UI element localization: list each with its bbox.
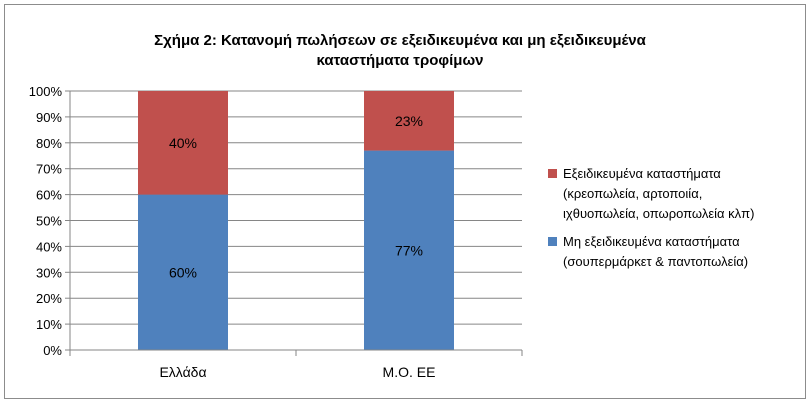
data-label: 60% — [169, 264, 197, 280]
bars: 60% 40% 77% 23% — [138, 91, 454, 350]
y-tick-label: 80% — [36, 136, 62, 151]
data-label: 23% — [395, 113, 423, 129]
legend: Εξειδικευμένα καταστήματα (κρεοπωλεία, αρ… — [548, 166, 754, 269]
y-tick-label: 30% — [36, 265, 62, 280]
y-tick-label: 70% — [36, 162, 62, 177]
bar-segment — [138, 91, 228, 195]
y-tick-label: 20% — [36, 291, 62, 306]
axes: 0% 10% 20% 30% 40% 50% 60% 70% 80% 90% 100% Ελλάδα Μ… — [29, 84, 523, 380]
y-tick-label: 40% — [36, 239, 62, 254]
legend-entry-text: (κρεοπωλεία, αρτοποιία, — [563, 186, 702, 201]
x-category-label: Μ.Ο. ΕΕ — [383, 364, 436, 380]
bar-segment — [364, 150, 454, 350]
legend-entry-text: Εξειδικευμένα καταστήματα — [563, 166, 721, 181]
legend-swatch — [548, 169, 557, 178]
x-category-label: Ελλάδα — [159, 364, 206, 380]
y-tick-label: 50% — [36, 214, 62, 229]
legend-entry-text: Μη εξειδικευμένα καταστήματα — [563, 234, 740, 249]
legend-swatch — [548, 237, 557, 246]
data-label: 77% — [395, 242, 423, 258]
y-tick-label: 10% — [36, 317, 62, 332]
bar-segment — [364, 91, 454, 151]
bar-segment — [138, 194, 228, 350]
y-tick-label: 60% — [36, 188, 62, 203]
y-tick-label: 90% — [36, 110, 62, 125]
y-tick-label: 0% — [43, 343, 62, 358]
chart-title-line-1: Σχήμα 2: Κατανομή πωλήσεων σε εξειδικευμ… — [154, 32, 646, 49]
y-tick-label: 100% — [29, 84, 63, 99]
chart-title-line-2: καταστήματα τροφίμων — [317, 52, 484, 69]
legend-entry-text: ιχθυοπωλεία, οπωροπωλεία κλπ) — [563, 206, 754, 221]
gridlines — [70, 90, 522, 325]
data-label: 40% — [169, 135, 197, 151]
chart-title: Σχήμα 2: Κατανομή πωλήσεων σε εξειδικευμ… — [154, 32, 646, 69]
legend-entry-text: (σουπερμάρκετ & παντοπωλεία) — [563, 254, 748, 269]
